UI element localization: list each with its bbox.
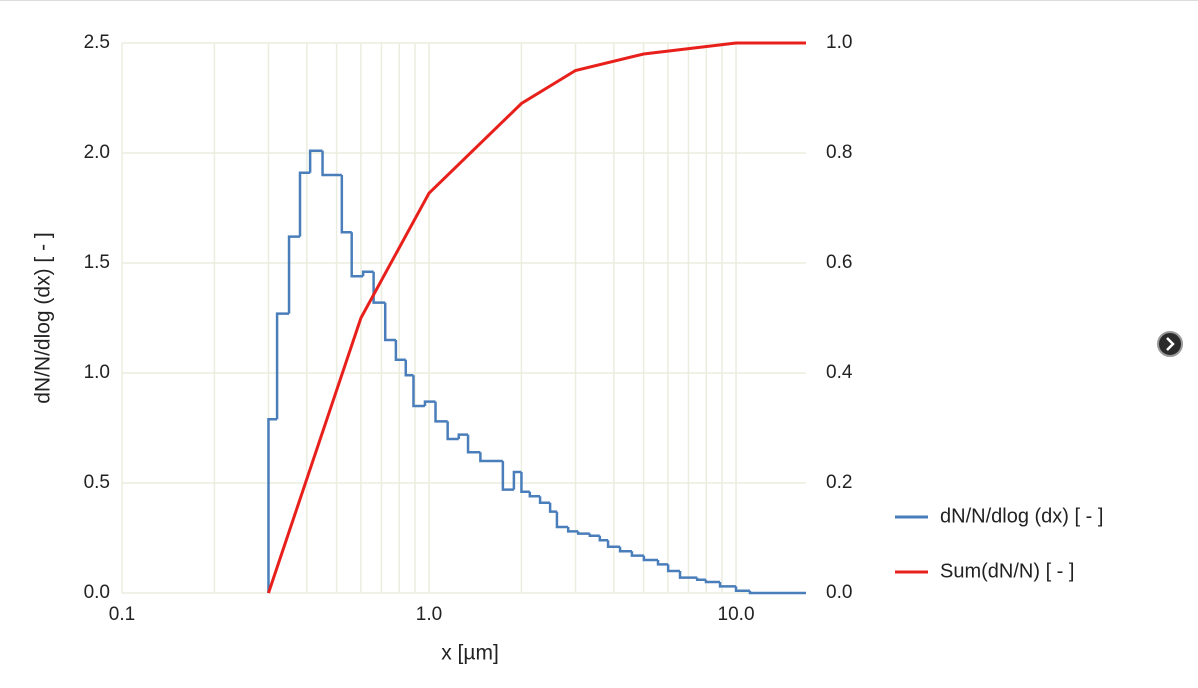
step (372, 271, 386, 304)
y2-tick-label: 1.0 (826, 32, 852, 53)
step (466, 434, 481, 454)
step (361, 270, 374, 277)
step (576, 531, 590, 535)
step (423, 400, 436, 406)
y-tick-label: 1.0 (84, 362, 110, 383)
step (412, 375, 425, 408)
step (748, 590, 806, 595)
step (642, 555, 659, 562)
y-tick-label: 2.0 (84, 142, 110, 163)
legend-label: dN/N/dlog (dx) [ - ] (940, 505, 1103, 527)
step (618, 546, 632, 553)
x-tick-label: 10.0 (718, 604, 755, 625)
step (350, 232, 364, 278)
next-button-arrow[interactable] (1166, 337, 1175, 351)
step (298, 171, 311, 237)
step (383, 302, 396, 342)
step (548, 502, 557, 513)
step (606, 540, 621, 549)
y-tick-label: 0.5 (84, 472, 110, 493)
step (321, 150, 342, 177)
y-tick-label: 0.0 (84, 582, 110, 603)
step (501, 461, 514, 491)
step (512, 470, 522, 490)
x-tick-label: 1.0 (416, 604, 442, 625)
step (340, 175, 352, 234)
y2-tick-label: 0.0 (826, 582, 852, 603)
step (457, 433, 469, 439)
step (267, 417, 278, 593)
step (287, 235, 301, 314)
x-tick-label: 0.1 (109, 604, 135, 625)
step (656, 560, 669, 566)
step (555, 511, 569, 529)
step (308, 149, 323, 173)
step (394, 340, 406, 362)
step (520, 472, 530, 494)
y-tick-label: 1.5 (84, 252, 110, 273)
y2-tick-label: 0.2 (826, 472, 852, 493)
next-button-circle[interactable] (1157, 331, 1183, 357)
line (267, 41, 806, 594)
y-tick-label: 2.5 (84, 32, 110, 53)
y2-tick-label: 0.4 (826, 362, 853, 383)
step (446, 421, 459, 441)
step (666, 564, 681, 573)
step (404, 359, 414, 377)
step (695, 577, 706, 582)
step (566, 527, 579, 533)
step (598, 535, 609, 542)
step (734, 586, 750, 593)
step (434, 401, 448, 423)
step (678, 571, 698, 579)
legend-label: Sum(dN/N) [ - ] (940, 560, 1074, 582)
y2-tick-label: 0.8 (826, 142, 852, 163)
step (630, 551, 644, 557)
step (718, 582, 737, 588)
step (588, 533, 600, 538)
step (538, 496, 551, 505)
step (704, 579, 721, 584)
y-axis-title: dN/N/dlog (dx) [ - ] (32, 232, 55, 404)
step (528, 491, 541, 498)
step (479, 452, 503, 463)
next-button[interactable] (1157, 331, 1183, 357)
y2-tick-label: 0.6 (826, 252, 852, 273)
x-axis-title: x [µm] (441, 642, 499, 665)
step (275, 312, 290, 420)
